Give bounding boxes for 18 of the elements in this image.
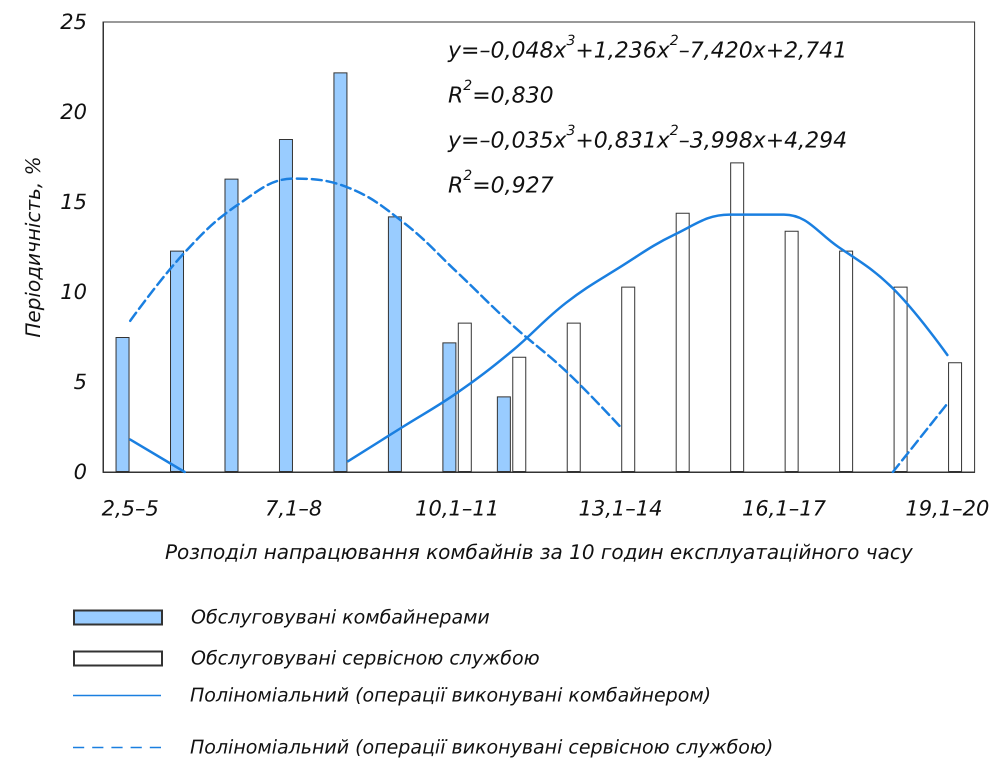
x-tick-label: 16,1–17 <box>742 496 827 520</box>
y-axis-title: Періодичність, % <box>21 156 45 338</box>
y-tick-label: 5 <box>74 370 87 394</box>
y-tick-label: 20 <box>60 100 87 124</box>
y-tick-label: 10 <box>60 280 87 304</box>
y-tick-label: 25 <box>60 10 87 34</box>
legend-label: Поліноміальний (операції виконувані сервісною службою) <box>190 736 774 758</box>
legend-label: Поліноміальний (операції виконувані комбайнером) <box>190 684 712 706</box>
x-tick-label: 13,1–14 <box>578 496 663 520</box>
y-tick-label: 0 <box>74 460 87 484</box>
x-tick-label: 7,1–8 <box>265 496 322 520</box>
x-tick-label: 2,5–5 <box>102 496 159 520</box>
legend-label: Обслуговувані комбайнерами <box>191 606 490 628</box>
y-tick-label: 15 <box>60 190 87 214</box>
x-axis-title: Розподіл напрацювання комбайнів за 10 годин експлуатаційного часу <box>164 540 914 564</box>
legend-label: Обслуговувані сервісною службою <box>191 648 540 670</box>
x-tick-label: 19,1–20 <box>905 496 990 520</box>
x-tick-label: 10,1–11 <box>415 496 500 520</box>
